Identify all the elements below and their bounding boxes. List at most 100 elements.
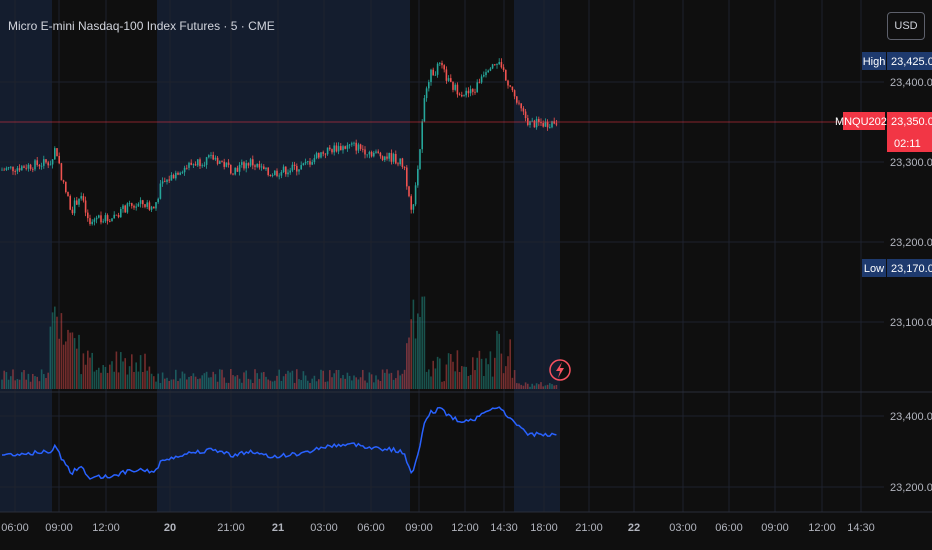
volume-bar [54,306,56,389]
candle [236,167,239,172]
candle [485,72,487,76]
volume-bar [223,377,225,389]
candle [124,205,126,213]
candle [91,221,93,224]
volume-bar [115,351,118,389]
volume-bar [60,313,63,389]
candle [175,172,177,179]
volume-bar [1,379,3,389]
candle [432,69,434,76]
volume-bar [3,370,5,389]
candle [150,206,153,210]
volume-bar [157,373,159,389]
volume-bar [100,372,102,389]
candle [1,169,3,171]
volume-bar [423,296,426,389]
volume-bar [210,377,212,389]
candle [78,198,80,205]
volume-bar [293,382,296,389]
volume-bar [166,377,168,389]
volume-bar [395,378,397,389]
volume-bar [76,348,78,389]
candle [258,164,261,168]
time-tick: 12:00 [808,522,836,534]
candle [516,96,518,103]
volume-bar [142,371,144,389]
candle [164,181,166,183]
volume-bar [43,374,45,389]
volume-bar [102,365,104,389]
volume-bar [370,374,373,389]
candle [500,62,503,68]
volume-bar [403,369,406,389]
volume-bar [344,378,346,389]
time-tick: 12:00 [92,522,120,534]
volume-bar [320,369,322,389]
lightning-icon[interactable] [549,359,571,381]
candle [142,200,144,205]
price-axis[interactable]: 23,400.00 23,300.00 23,200.00 23,100.00 [890,77,932,329]
volume-bar [18,379,21,389]
candle [238,164,241,172]
volume-bar [355,377,357,389]
candle [144,204,146,207]
candle [403,166,406,168]
candle [474,91,476,93]
candle [54,148,56,160]
candle [461,95,463,97]
time-tick: 22 [628,522,640,534]
volume-bar [276,375,278,389]
candle [276,170,278,176]
price-line-series [2,406,557,480]
candle [188,162,190,168]
currency-button[interactable]: USD [887,12,925,40]
candle [498,62,500,65]
volume-bar [540,382,542,389]
candle [469,89,472,94]
volume-bar [555,384,558,389]
candle [406,167,408,187]
candle [450,78,452,82]
candle [533,120,536,128]
volume-bar [351,380,353,389]
line-price-axis[interactable]: 23,400.00 23,200.00 [890,411,932,494]
volume-bar [487,364,489,389]
volume-bar [518,383,520,389]
candle [115,214,118,216]
volume-bar [278,369,280,389]
volume-bar [164,378,166,389]
time-axis[interactable]: 06:00 09:00 12:00 20 21:00 21 03:00 06:00 09:00 1… [1,522,875,534]
candle [183,167,186,173]
volume-bar [25,379,27,389]
candle [375,151,377,153]
volume-bar [300,380,302,389]
volume-bar [133,371,135,389]
candle [436,63,439,75]
time-tick: 14:30 [490,522,518,534]
candle [478,82,481,84]
volume-bar [340,378,342,389]
volume-bar [315,381,318,389]
candle [348,144,351,146]
volume-bar [386,369,388,389]
session-shading [0,0,560,512]
candle [133,205,135,208]
candle [507,80,509,86]
candle [362,148,364,150]
volume-bar [337,369,340,389]
candle [199,159,201,167]
candle [135,206,137,208]
candle [232,173,234,175]
candle [260,166,263,168]
candle [282,166,285,173]
candle [3,169,5,171]
volume-bar [269,380,272,389]
candle [172,174,175,179]
volume-bar [254,369,256,389]
candle [89,218,91,224]
candle [56,148,58,156]
candle [102,221,104,223]
volume-bar [513,370,516,389]
volume-bar [245,370,247,389]
